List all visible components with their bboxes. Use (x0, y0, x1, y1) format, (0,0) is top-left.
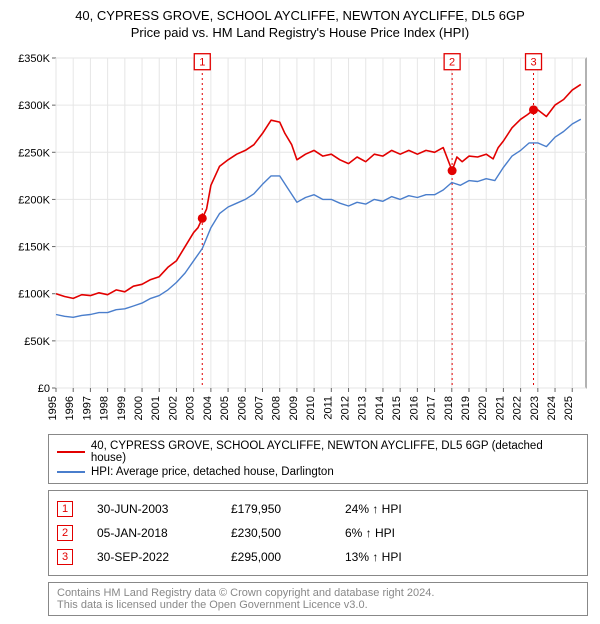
x-tick-label: 2001 (150, 396, 162, 420)
x-tick-label: 2008 (271, 396, 283, 420)
x-tick-label: 1998 (99, 396, 111, 420)
marker-delta: 13% ↑ HPI (345, 550, 402, 564)
x-tick-label: 2019 (460, 396, 472, 420)
y-tick-label: £0 (38, 383, 50, 395)
y-tick-label: £50K (24, 336, 50, 348)
page-title: 40, CYPRESS GROVE, SCHOOL AYCLIFFE, NEWT… (8, 8, 592, 23)
legend-row: 40, CYPRESS GROVE, SCHOOL AYCLIFFE, NEWT… (57, 439, 579, 465)
x-tick-label: 2022 (512, 396, 524, 420)
chart-container: £0 £50K £100K £150K £200K £250K £300K £350K 1995… (8, 48, 592, 428)
x-tick-label: 2024 (546, 396, 558, 420)
x-tick-label: 2002 (167, 396, 179, 420)
marker-delta: 6% ↑ HPI (345, 526, 395, 540)
marker-delta: 24% ↑ HPI (345, 502, 402, 516)
attribution-line-2: This data is licensed under the Open Gov… (57, 599, 579, 611)
x-tick-label: 2004 (202, 396, 214, 420)
y-tick-label: £300K (18, 100, 50, 112)
x-tick-label: 2018 (443, 396, 455, 420)
attribution-line-1: Contains HM Land Registry data © Crown c… (57, 587, 579, 599)
x-tick-label: 1996 (64, 396, 76, 420)
x-tick-label: 2003 (185, 396, 197, 420)
x-tick-label: 1995 (47, 396, 59, 420)
y-tick-label: £200K (18, 194, 50, 206)
attribution-box: Contains HM Land Registry data © Crown c… (48, 582, 588, 616)
x-tick-label: 2000 (133, 396, 145, 420)
x-tick-label: 2007 (253, 396, 265, 420)
x-tick-label: 2011 (322, 396, 334, 420)
marker-dot (529, 105, 538, 114)
marker-flag-label: 3 (530, 57, 536, 69)
legend-row: HPI: Average price, detached house, Darl… (57, 465, 579, 479)
x-tick-label: 1997 (81, 396, 93, 420)
marker-price: £179,950 (231, 502, 321, 516)
marker-row: 2 05-JAN-2018 £230,500 6% ↑ HPI (57, 521, 579, 545)
x-tick-label: 2017 (426, 396, 438, 420)
marker-table: 1 30-JUN-2003 £179,950 24% ↑ HPI 2 05-JAN-201… (48, 490, 588, 576)
x-tick-label: 2015 (391, 396, 403, 420)
marker-date: 30-SEP-2022 (97, 550, 207, 564)
y-tick-label: £250K (18, 147, 50, 159)
x-tick-label: 2023 (529, 396, 541, 420)
price-chart: £0 £50K £100K £150K £200K £250K £300K £350K 1995… (8, 48, 592, 428)
x-tick-label: 2016 (408, 396, 420, 420)
x-tick-label: 2006 (236, 396, 248, 420)
marker-row: 1 30-JUN-2003 £179,950 24% ↑ HPI (57, 497, 579, 521)
legend-swatch (57, 471, 85, 473)
marker-badge: 3 (57, 549, 73, 565)
legend-label: 40, CYPRESS GROVE, SCHOOL AYCLIFFE, NEWT… (91, 440, 579, 464)
marker-date: 05-JAN-2018 (97, 526, 207, 540)
marker-dot (198, 214, 207, 223)
x-tick-label: 2010 (305, 396, 317, 420)
x-tick-label: 2025 (563, 396, 575, 420)
legend-label: HPI: Average price, detached house, Darl… (91, 466, 334, 478)
marker-flag-label: 1 (199, 57, 205, 69)
marker-price: £230,500 (231, 526, 321, 540)
x-tick-label: 2009 (288, 396, 300, 420)
marker-date: 30-JUN-2003 (97, 502, 207, 516)
x-tick-label: 2012 (340, 396, 352, 420)
x-tick-label: 2020 (477, 396, 489, 420)
marker-price: £295,000 (231, 550, 321, 564)
marker-row: 3 30-SEP-2022 £295,000 13% ↑ HPI (57, 545, 579, 569)
y-tick-label: £100K (18, 289, 50, 301)
marker-badge: 2 (57, 525, 73, 541)
y-tick-label: £150K (18, 242, 50, 254)
x-tick-label: 2021 (494, 396, 506, 420)
page-subtitle: Price paid vs. HM Land Registry's House … (8, 25, 592, 40)
x-tick-label: 2014 (374, 396, 386, 420)
x-tick-label: 2013 (357, 396, 369, 420)
marker-flag-label: 2 (449, 57, 455, 69)
marker-badge: 1 (57, 501, 73, 517)
marker-dot (448, 166, 457, 175)
legend-box: 40, CYPRESS GROVE, SCHOOL AYCLIFFE, NEWT… (48, 434, 588, 484)
x-tick-label: 2005 (219, 396, 231, 420)
x-tick-label: 1999 (116, 396, 128, 420)
y-tick-label: £350K (18, 53, 50, 65)
legend-swatch (57, 451, 85, 453)
